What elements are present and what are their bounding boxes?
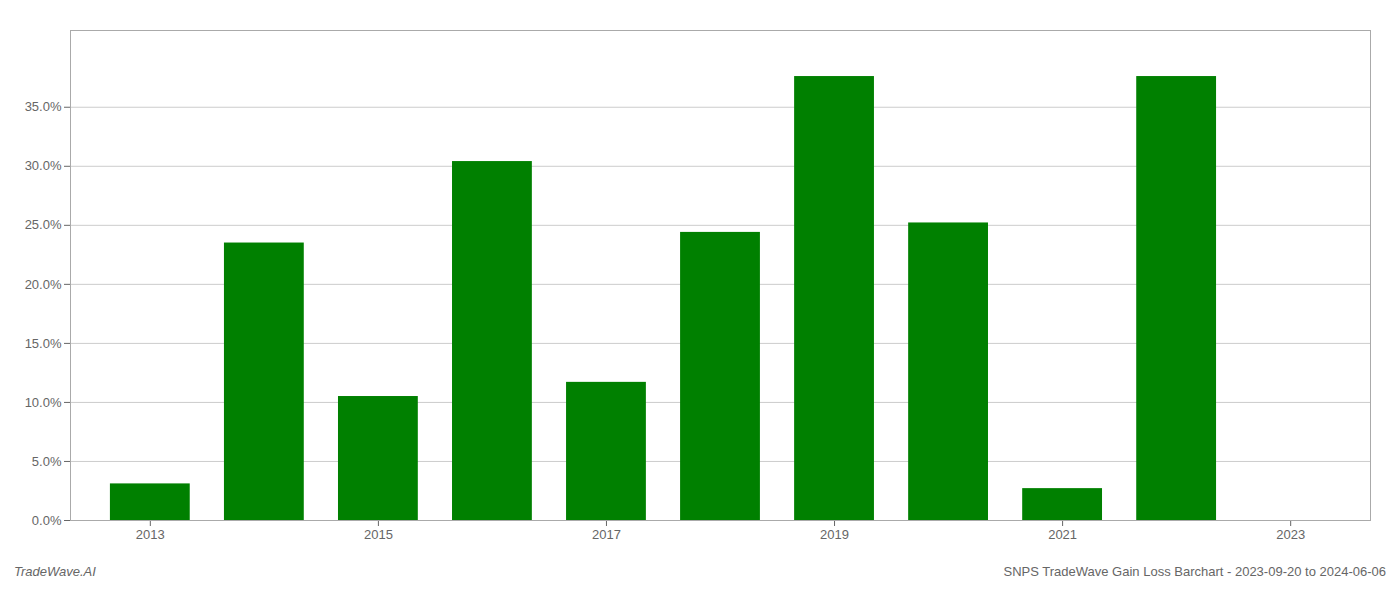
svg-text:30.0%: 30.0% (25, 158, 62, 173)
svg-text:20.0%: 20.0% (25, 277, 62, 292)
svg-text:10.0%: 10.0% (25, 395, 62, 410)
svg-text:25.0%: 25.0% (25, 217, 62, 232)
svg-text:15.0%: 15.0% (25, 336, 62, 351)
html-text:SNPS TradeWave Gain Loss Barch: SNPS TradeWave Gain Loss Barchart - 2023… (1003, 564, 1386, 579)
svg-text:2023: 2023 (1276, 527, 1305, 542)
svg-text:35.0%: 35.0% (25, 99, 62, 114)
svg-text:2013: 2013 (136, 527, 165, 542)
svg-text:2017: 2017 (592, 527, 621, 542)
html-text:TradeWave.AI: TradeWave.AI (14, 564, 96, 579)
svg-text:2021: 2021 (1048, 527, 1077, 542)
svg-text:2015: 2015 (364, 527, 393, 542)
svg-text:2019: 2019 (820, 527, 849, 542)
svg-text:5.0%: 5.0% (32, 454, 62, 469)
svg-text:0.0%: 0.0% (32, 513, 62, 528)
